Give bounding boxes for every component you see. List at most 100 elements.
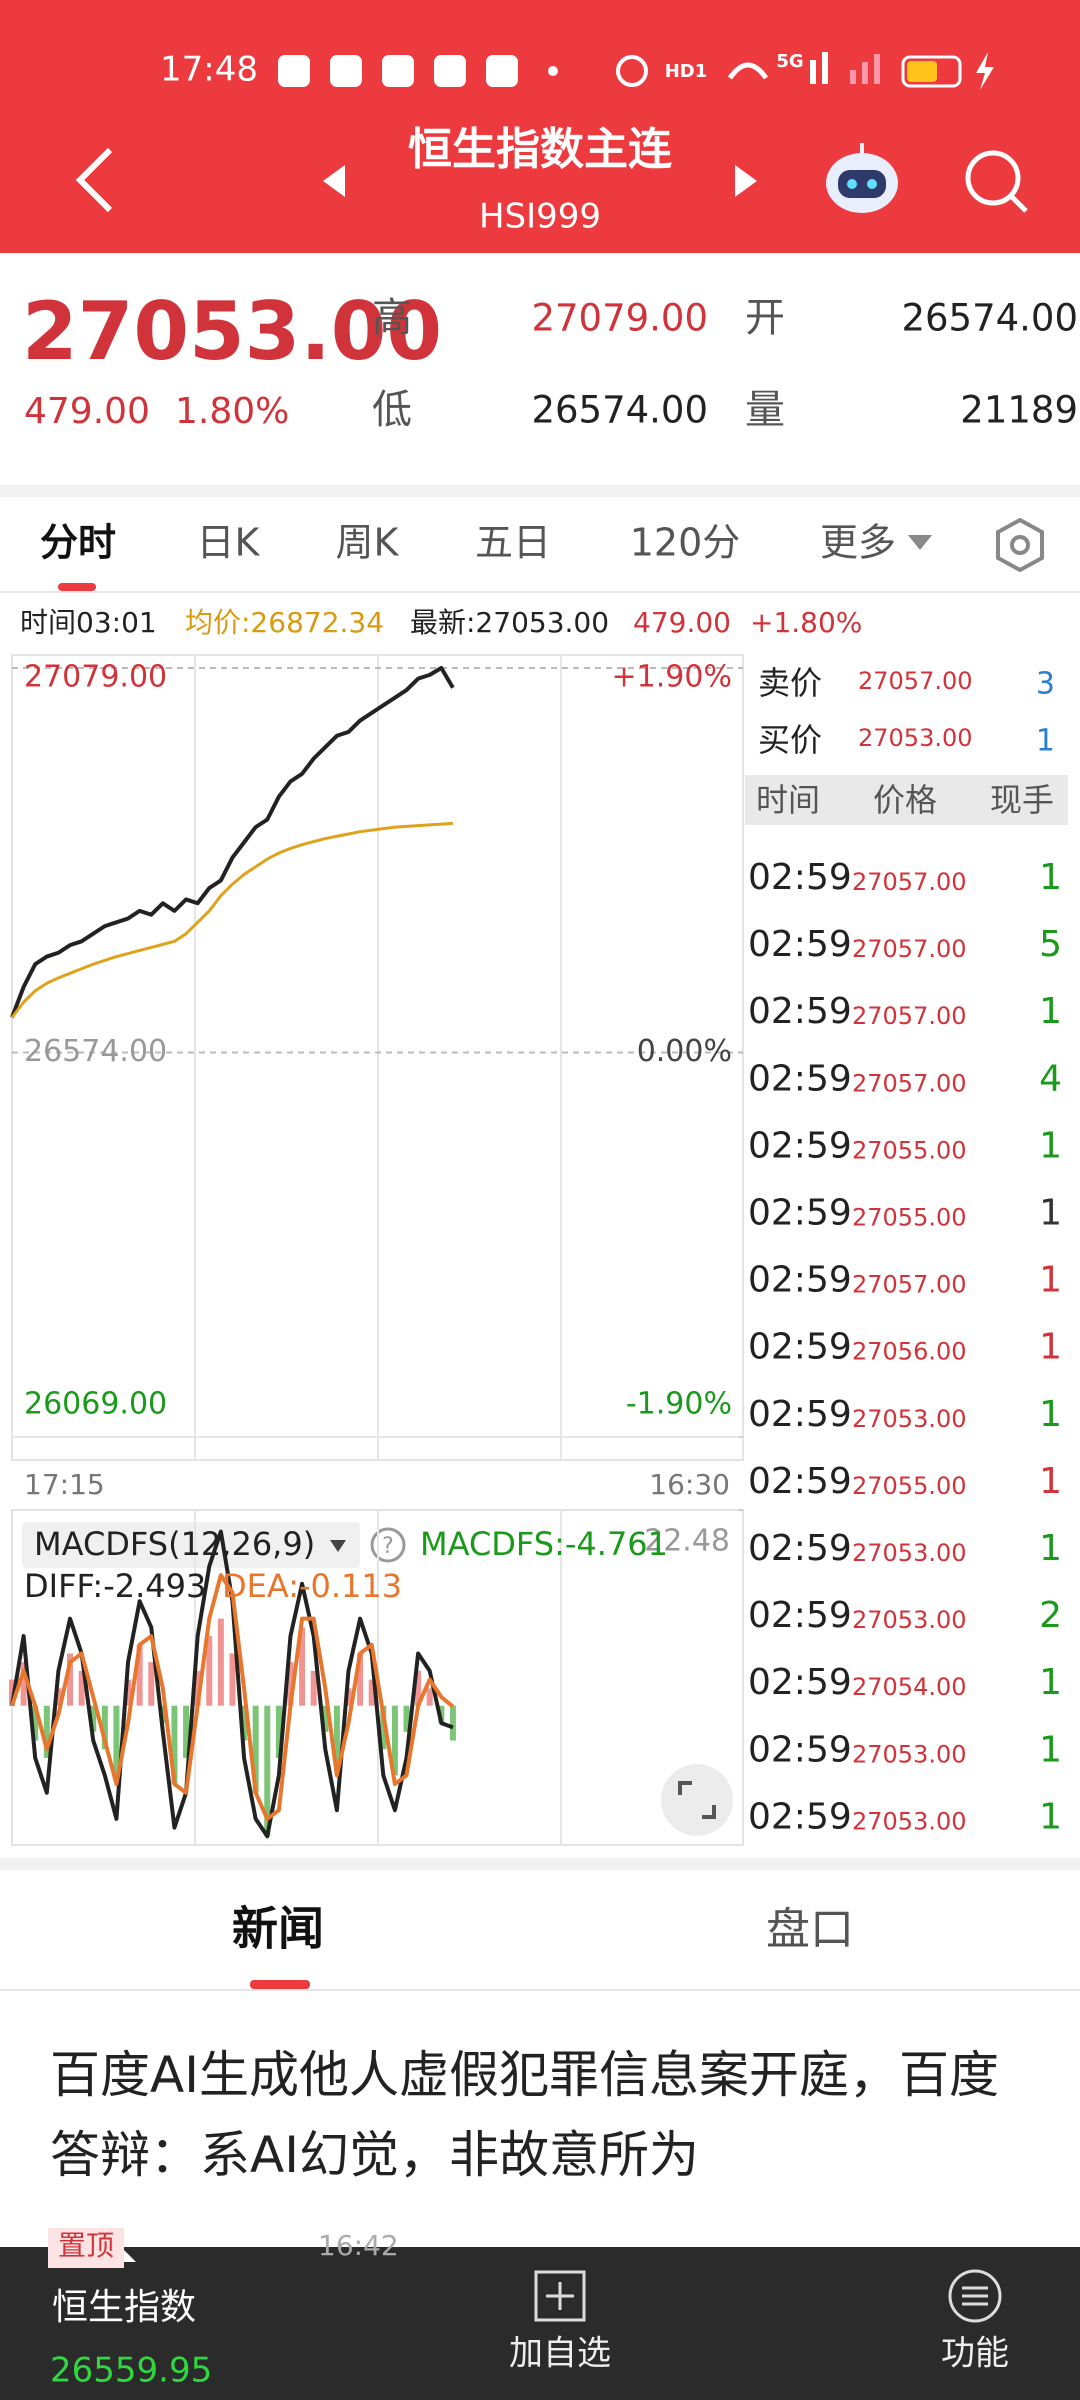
back-button[interactable] [75,147,113,213]
tab[interactable]: 分时 [40,521,116,565]
y2-tick-label: 0.00% [637,1034,732,1069]
trade-price: 27053.00 [852,1405,967,1433]
trade-price: 27054.00 [852,1673,967,1701]
info-change: 479.00 [633,606,731,639]
macd-bar [90,1705,97,1732]
macd-bar [136,1644,143,1706]
status-hd: HD1 [665,61,708,82]
header-bg [0,0,1080,253]
macd-bar [183,1705,190,1758]
news-headline[interactable]: 百度AI生成他人虚假犯罪信息案开庭，百度答辩：系AI幻觉，非故意所为 [50,2046,999,2184]
trade-price: 27053.00 [852,1606,967,1634]
info-time: 时间03:01 [20,606,157,639]
trade-price: 27057.00 [852,1069,967,1097]
series-line [10,821,454,1019]
macd-bar [148,1662,155,1706]
macd-bar [252,1705,259,1793]
macd-bar [403,1705,410,1732]
trade-price: 27057.00 [852,935,967,963]
trades-column: 现手 [990,781,1054,819]
macd-bar [194,1670,201,1706]
macd-bar [32,1705,39,1741]
macd-bar [391,1705,398,1776]
macd-bar [357,1653,364,1706]
robot-icon[interactable] [826,143,898,213]
macd-value: MACDFS:-4.761 [420,1525,668,1563]
status-icons [278,52,994,90]
macd-bar [368,1679,375,1706]
macd-bar [449,1705,456,1741]
trade-price: 27056.00 [852,1338,967,1366]
bottom-index-value: 26559.95 [50,2351,212,2391]
header-code: HSI999 [479,197,601,237]
func-icon[interactable] [948,2269,1002,2323]
macd-bar [217,1618,224,1706]
trade-volume: 1 [1039,857,1062,898]
bottom-func[interactable]: 功能 [941,2334,1009,2374]
trade-price: 27053.00 [852,1539,967,1567]
open-value: 26574.00 [901,297,1078,340]
macd-bar [55,1688,62,1706]
func-icon-lines [962,2286,988,2306]
add-icon[interactable] [534,2270,586,2322]
trade-time: 02:59 [748,1260,852,1301]
trade-volume: 1 [1039,1193,1062,1234]
bottom-index-name[interactable]: 恒生指数 [52,2287,196,2328]
trade-time: 02:59 [748,857,852,898]
trade-time: 02:59 [748,1394,852,1435]
trades-column: 价格 [873,781,937,819]
macd-bar [229,1653,236,1706]
y2-tick-label: -1.90% [626,1387,732,1422]
low-value: 26574.00 [531,389,708,432]
help-icon[interactable] [370,1527,406,1563]
trade-time: 02:59 [748,991,852,1032]
x-label: 17:15 [24,1468,105,1501]
macd-bar [275,1705,282,1758]
bottom-add[interactable]: 加自选 [509,2334,611,2374]
macd-bar [310,1670,317,1706]
macd-bar [9,1679,15,1706]
buy-label: 买价 [758,721,822,759]
tab[interactable]: 120分 [630,521,741,565]
tab[interactable]: 更多 [820,521,896,565]
trade-volume: 1 [1039,1528,1062,1569]
y2-tick-label: +1.90% [612,660,732,695]
buy-vol: 1 [1036,724,1055,759]
macd-bar [67,1653,74,1706]
volume-label: 量 [745,387,785,433]
trade-price: 27057.00 [852,868,967,896]
info-change-pct: +1.80% [750,606,862,639]
prev-button[interactable] [323,165,345,197]
trade-volume: 1 [1039,1260,1062,1301]
next-button[interactable] [735,165,757,197]
trade-time: 02:59 [748,1528,852,1569]
price-change-pct: 1.80% [175,391,289,432]
macd-title: MACDFS(12,26,9) [34,1525,315,1563]
info-latest: 最新:27053.00 [410,606,609,639]
macd-bar [241,1705,248,1741]
macd-dea: DEA:-0.113 [222,1567,402,1605]
trade-volume: 4 [1039,1058,1062,1099]
y-tick-label: 27079.00 [24,660,167,695]
news-tab[interactable]: 新闻 [232,1902,324,1956]
tab[interactable]: 日K [197,521,261,565]
trade-volume: 1 [1039,1125,1062,1166]
macd-bar [299,1627,306,1706]
news-tab[interactable]: 盘口 [766,1904,854,1955]
x-label: 16:30 [649,1468,730,1501]
search-button[interactable] [965,150,1028,213]
trade-time: 02:59 [748,1595,852,1636]
tab[interactable]: 周K [336,521,400,565]
trade-volume: 1 [1039,991,1062,1032]
settings-button[interactable] [996,517,1044,573]
trade-price: 27053.00 [852,1807,967,1835]
macd-diff: DIFF:-2.493 [24,1567,206,1605]
high-label: 高 [372,295,412,341]
trade-price: 27055.00 [852,1204,967,1232]
series-line [10,1573,455,1821]
macd-selector[interactable] [22,1522,360,1568]
expand-button[interactable] [661,1764,733,1836]
macd-bar [78,1670,85,1706]
tab[interactable]: 五日 [475,521,551,565]
